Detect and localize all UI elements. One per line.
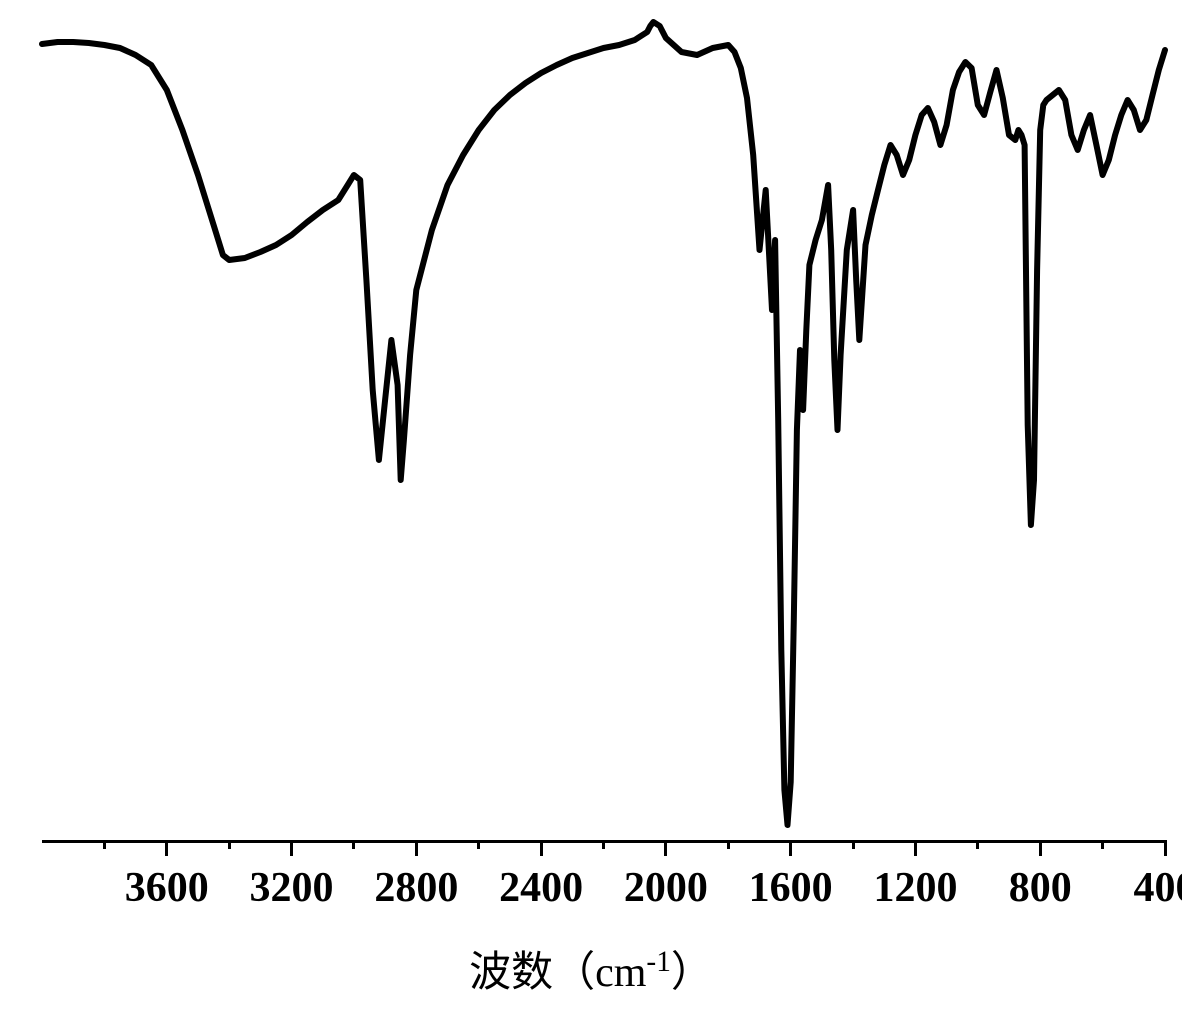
tick-label: 400 (1134, 864, 1182, 912)
minor-tick (852, 840, 855, 849)
tick-label: 2000 (624, 864, 708, 912)
minor-tick (1101, 840, 1104, 849)
spectrum-path (42, 22, 1165, 825)
minor-tick (727, 840, 730, 849)
tick-label: 3600 (125, 864, 209, 912)
minor-tick (228, 840, 231, 849)
major-tick (789, 840, 792, 856)
major-tick (165, 840, 168, 856)
x-axis-label-text: 波数（cm-1） (469, 950, 713, 996)
minor-tick (352, 840, 355, 849)
minor-tick (976, 840, 979, 849)
major-tick (1164, 840, 1167, 856)
tick-label: 800 (1009, 864, 1072, 912)
tick-label: 2400 (499, 864, 583, 912)
minor-tick (103, 840, 106, 849)
x-axis-label: 波数（cm-1） (0, 938, 1182, 999)
tick-label: 2800 (374, 864, 458, 912)
major-tick (664, 840, 667, 856)
tick-label: 1200 (873, 864, 957, 912)
tick-label: 1600 (749, 864, 833, 912)
minor-tick (602, 840, 605, 849)
ir-spectrum-chart: 波数（cm-1） 3600 3200 2800 2400 2000 1600 1200 800… (0, 0, 1182, 1023)
major-tick (914, 840, 917, 856)
major-tick (415, 840, 418, 856)
major-tick (290, 840, 293, 856)
major-tick (540, 840, 543, 856)
minor-tick (477, 840, 480, 849)
tick-label: 3200 (250, 864, 334, 912)
major-tick (1039, 840, 1042, 856)
